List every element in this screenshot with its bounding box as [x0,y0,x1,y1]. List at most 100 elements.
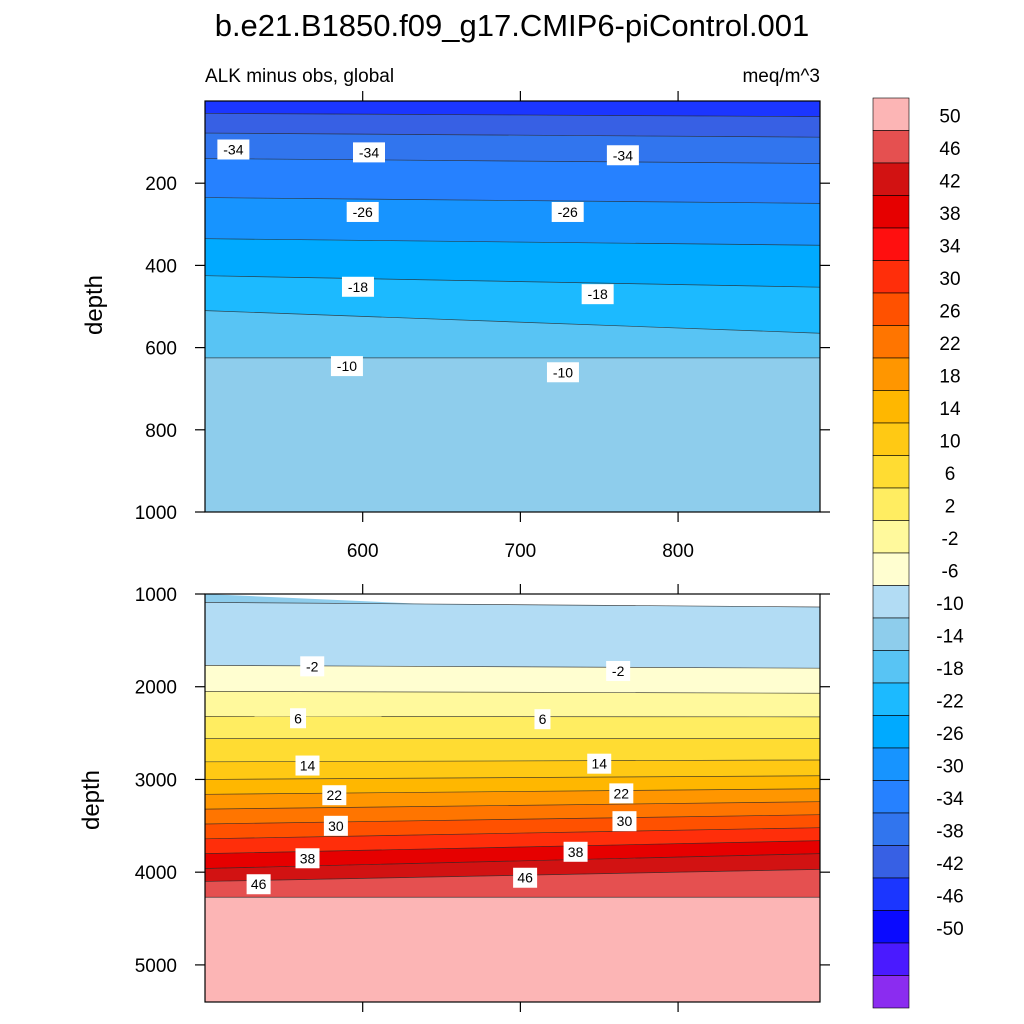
contour-band [205,113,820,138]
x-tick-label: 800 [662,541,694,562]
y-tick-label: 600 [145,339,177,360]
svg-text:30: 30 [328,818,344,834]
colorbar-label: -2 [942,529,959,550]
contour-label: 30 [323,815,348,836]
contour-line [205,814,820,825]
colorbar-label: 14 [939,399,961,420]
plot-frame [204,100,821,513]
contour-line [205,788,820,795]
colorbar-label: 30 [939,269,960,290]
contour-line [205,275,820,288]
contour-label: 22 [322,785,347,806]
contour-band [205,897,820,1002]
colorbar-cell [872,650,910,684]
svg-text:-10: -10 [337,358,357,374]
colorbar-cell [872,942,910,976]
y-tick-label: 1000 [135,585,177,606]
contour-band [205,840,820,869]
contour-line [205,827,820,840]
contour-label: -26 [551,201,584,222]
svg-text:-2: -2 [612,663,625,679]
y-tick-label: 4000 [135,863,177,884]
contour-band [205,357,820,512]
contour-band [205,133,820,164]
colorbar-cell [872,97,910,131]
contour-band [205,716,820,739]
colorbar-label: -6 [942,562,959,583]
contour-label: 14 [295,755,320,776]
contour-band [205,602,820,669]
colorbar-label: 26 [939,302,960,323]
x-tick-label: 600 [347,541,379,562]
contour-label: 6 [534,709,551,730]
contour-label: -34 [606,145,639,166]
contour-label: 46 [513,867,538,888]
colorbar-cell [872,552,910,586]
colorbar-label: -14 [936,627,964,648]
contour-label: -2 [300,656,325,677]
svg-text:-10: -10 [553,364,573,380]
y-tick-label: 800 [145,421,177,442]
contour-band [205,738,820,762]
colorbar-label: -38 [936,822,963,843]
contour-band [205,853,820,882]
chart-subtitle-right: meq/m^3 [742,66,820,87]
svg-text:-2: -2 [306,658,319,674]
colorbar-cell [872,130,910,164]
colorbar-label: -30 [936,757,963,778]
colorbar-label: -42 [936,854,963,875]
svg-text:6: 6 [294,710,302,726]
chart-subtitle-left: ALK minus obs, global [205,66,394,87]
contour-band [205,827,820,854]
colorbar-label: 38 [939,204,960,225]
contour-label: 6 [290,708,307,729]
contour-line [205,775,820,780]
contour-band [205,158,820,204]
upper-panel: -34 -34 -34 -26 -26 -18 -18 -10 -10 200 400 600 800 1… [135,91,830,562]
contour-line [205,197,820,204]
colorbar-label: -46 [936,887,963,908]
colorbar-label: 34 [939,237,961,258]
lower-panel: -2 -2 6 6 14 14 22 22 30 30 38 38 46 46 1000 2000 3000 40… [135,584,830,1012]
colorbar-cell [872,455,910,489]
colorbar-label: 10 [939,432,960,453]
colorbar-cell [872,390,910,424]
colorbar-cell [872,845,910,879]
contour-label: -10 [546,362,579,383]
colorbar-cell [872,585,910,619]
lower-y-axis-title: depth [78,770,105,830]
contour-band [205,801,820,824]
contour-line [205,238,820,246]
contour-label: 14 [587,753,612,774]
y-tick-label: 400 [145,256,177,277]
contour-band [205,788,820,810]
y-tick-label: 5000 [135,956,177,977]
contour-band [205,691,820,717]
colorbar-cell [872,747,910,781]
colorbar-label: 2 [945,497,956,518]
plot-frame [204,593,821,1003]
upper-y-axis-title: depth [81,275,108,335]
contour-label: 38 [563,841,588,862]
colorbar-cell [872,975,910,1009]
contour-band [205,197,820,246]
colorbar-cell [872,422,910,456]
contour-label: -2 [606,660,631,681]
colorbar-label: 22 [939,334,960,355]
svg-text:38: 38 [300,850,316,866]
colorbar-cell [872,617,910,651]
svg-text:6: 6 [539,711,547,727]
y-tick-label: 2000 [135,678,177,699]
contour-band [205,101,820,117]
colorbar-cell [872,357,910,391]
contour-band [205,238,820,288]
colorbar-cell [872,260,910,294]
contour-fill [205,594,820,1002]
contour-band [205,814,820,839]
svg-text:46: 46 [251,876,267,892]
colorbar-cell [872,195,910,229]
svg-text:22: 22 [327,787,343,803]
colorbar-label: 6 [945,464,956,485]
colorbar-cell [872,682,910,716]
